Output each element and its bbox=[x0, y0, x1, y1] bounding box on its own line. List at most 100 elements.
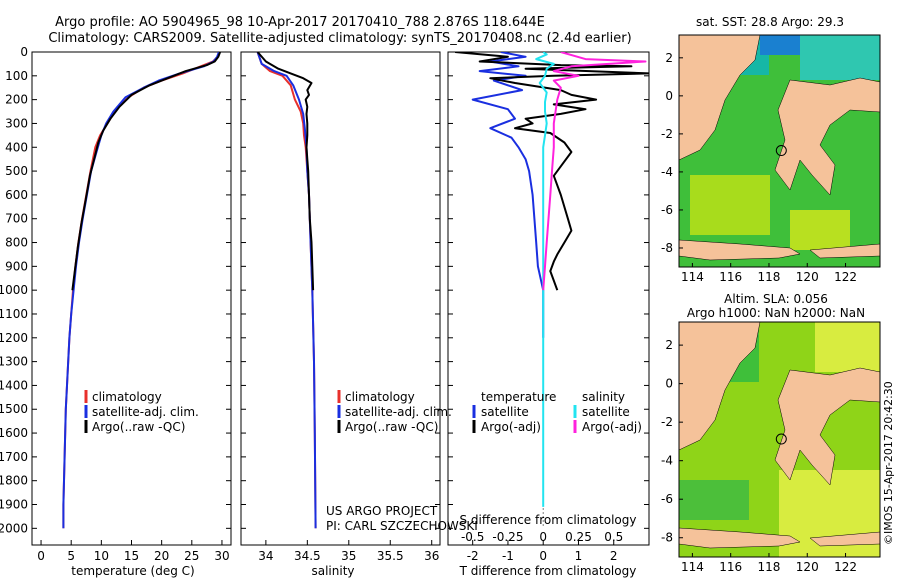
x-tick-label: 20 bbox=[154, 549, 169, 563]
x-tick-label: 5 bbox=[67, 549, 75, 563]
map-y-tick-label: -2 bbox=[661, 127, 673, 141]
depth-tick-label: 800 bbox=[5, 236, 28, 250]
sla-map-title: Altim. SLA: 0.056 bbox=[724, 292, 828, 306]
x-tick-label: 2 bbox=[610, 549, 618, 563]
sst-map-title: sat. SST: 28.8 Argo: 29.3 bbox=[696, 15, 844, 29]
x-tick-label: -1 bbox=[502, 549, 514, 563]
legend-label: Argo(-adj) bbox=[582, 420, 642, 434]
map-y-tick-label: -4 bbox=[661, 165, 673, 179]
salinity-xlabel: salinity bbox=[311, 564, 354, 578]
sst-map-axes: 114 116 118 120 122 2 0 -2 -4 -6 -8 bbox=[661, 51, 857, 284]
depth-tick-label: 1400 bbox=[0, 378, 28, 392]
pi-credit: PI: CARL SZCZECHOWSKI bbox=[326, 519, 478, 533]
depth-tick-label: 700 bbox=[5, 212, 28, 226]
salinity-x-axis: 34 34.5 35 35.5 36 bbox=[258, 540, 439, 563]
series-line bbox=[71, 52, 222, 291]
sla-high-patch bbox=[815, 322, 880, 372]
imos-stamp: ©IMOS 15-Apr-2017 20:42:30 bbox=[882, 381, 895, 545]
map-y-tick-label: -6 bbox=[661, 203, 673, 217]
depth-tick-label: 1700 bbox=[0, 450, 28, 464]
sst-hot-patch bbox=[760, 35, 800, 55]
map-y-tick-label: -4 bbox=[661, 454, 673, 468]
legend-header-salinity: salinity bbox=[582, 390, 625, 404]
legend-label: Argo(-adj) bbox=[481, 420, 541, 434]
salinity-diff-tick-label: 0.5 bbox=[604, 530, 623, 544]
profile-location-marker bbox=[775, 145, 787, 157]
depth-tick-label: 500 bbox=[5, 164, 28, 178]
map-y-tick-label: 2 bbox=[665, 338, 673, 352]
series-line bbox=[471, 52, 545, 338]
x-tick-label: 10 bbox=[94, 549, 109, 563]
series-line bbox=[455, 52, 649, 291]
x-tick-label: 35 bbox=[341, 549, 356, 563]
depth-tick-label: 400 bbox=[5, 140, 28, 154]
title-line-2: Climatology: CARS2009. Satellite-adjuste… bbox=[48, 31, 631, 46]
land-nusa-tenggara bbox=[809, 243, 880, 259]
salinity-depth-ticks bbox=[241, 51, 440, 529]
depth-tick-label: 1300 bbox=[0, 355, 28, 369]
x-tick-label: 1 bbox=[575, 549, 583, 563]
x-tick-label: 0 bbox=[37, 549, 45, 563]
x-tick-label: 30 bbox=[214, 549, 229, 563]
x-tick-label: 15 bbox=[124, 549, 139, 563]
title-line-1: Argo profile: AO 5904965_98 10-Apr-2017 … bbox=[55, 15, 545, 30]
map-y-tick-label: -2 bbox=[661, 415, 673, 429]
depth-tick-label: 300 bbox=[5, 116, 28, 130]
depth-tick-label: 1100 bbox=[0, 307, 28, 321]
salinity-diff-tick-label: 0 bbox=[539, 530, 547, 544]
temperature-panel: 0100200300400500600700800900100011001200… bbox=[0, 45, 232, 578]
map-x-tick-label: 114 bbox=[681, 270, 704, 284]
land-borneo bbox=[679, 35, 761, 161]
difference-x-axis: -2 -1 0 1 2 -0.5 -0.25 0 0.25 0.5 bbox=[461, 504, 623, 563]
depth-axis: 0 100 200 300 400 500 600 700 800 900 1000 1100 1200… bbox=[0, 45, 231, 535]
difference-depth-ticks bbox=[448, 51, 649, 529]
sst-map-frame bbox=[678, 34, 881, 268]
salinity-diff-tick-label: -0.5 bbox=[461, 530, 484, 544]
difference-lines bbox=[455, 52, 649, 507]
sst-map-panel: sat. SST: 28.8 Argo: 29.3 114 116 118 120 12… bbox=[661, 15, 881, 284]
salinity-legend: climatology satellite-adj. clim. Argo(..… bbox=[337, 390, 452, 434]
depth-tick-label: 1200 bbox=[0, 331, 28, 345]
map-x-tick-label: 118 bbox=[758, 270, 781, 284]
salinity-axes-frame bbox=[240, 51, 441, 546]
legend-label: satellite bbox=[582, 405, 630, 419]
series-line bbox=[535, 52, 555, 507]
map-y-tick-label: 0 bbox=[665, 89, 673, 103]
depth-tick-label: 100 bbox=[5, 69, 28, 83]
temperature-lines bbox=[62, 52, 222, 529]
difference-xlabel: T difference from climatology bbox=[459, 564, 637, 578]
land-java bbox=[679, 239, 801, 261]
temperature-x-axis: 0 5 10 15 20 25 30 bbox=[37, 540, 230, 563]
x-tick-label: 35.5 bbox=[377, 549, 404, 563]
profile-location-marker bbox=[775, 433, 787, 445]
map-x-tick-label: 118 bbox=[758, 560, 781, 574]
temperature-axes-frame bbox=[31, 51, 232, 546]
land-borneo bbox=[679, 322, 761, 451]
legend-label: satellite-adj. clim. bbox=[345, 405, 452, 419]
depth-tick-label: 1000 bbox=[0, 283, 28, 297]
depth-tick-label: 0 bbox=[20, 45, 28, 59]
x-tick-label: 34 bbox=[258, 549, 273, 563]
land-sulawesi bbox=[774, 367, 880, 486]
series-line bbox=[256, 52, 317, 529]
sst-map-image bbox=[679, 35, 880, 267]
depth-tick-label: 2000 bbox=[0, 521, 28, 535]
legend-label: climatology bbox=[345, 390, 415, 404]
x-tick-label: 0 bbox=[539, 549, 547, 563]
x-tick-label: -2 bbox=[467, 549, 479, 563]
salinity-diff-tick-label: -0.25 bbox=[492, 530, 523, 544]
land-nusa-tenggara bbox=[809, 531, 880, 547]
legend-label: satellite-adj. clim. bbox=[92, 405, 199, 419]
difference-legend: temperature salinity satellite Argo(-adj… bbox=[472, 390, 642, 434]
land-java bbox=[679, 527, 801, 549]
map-x-tick-label: 120 bbox=[796, 560, 819, 574]
map-x-tick-label: 116 bbox=[719, 560, 742, 574]
x-tick-label: 34.5 bbox=[294, 549, 321, 563]
difference-panel: -2 -1 0 1 2 -0.5 -0.25 0 0.25 0.5 T difference fr… bbox=[447, 51, 650, 578]
sla-low-patch bbox=[679, 480, 749, 520]
depth-tick-label: 1600 bbox=[0, 426, 28, 440]
depth-tick-label: 600 bbox=[5, 188, 28, 202]
depth-tick-label: 900 bbox=[5, 259, 28, 273]
map-y-tick-label: -8 bbox=[661, 531, 673, 545]
